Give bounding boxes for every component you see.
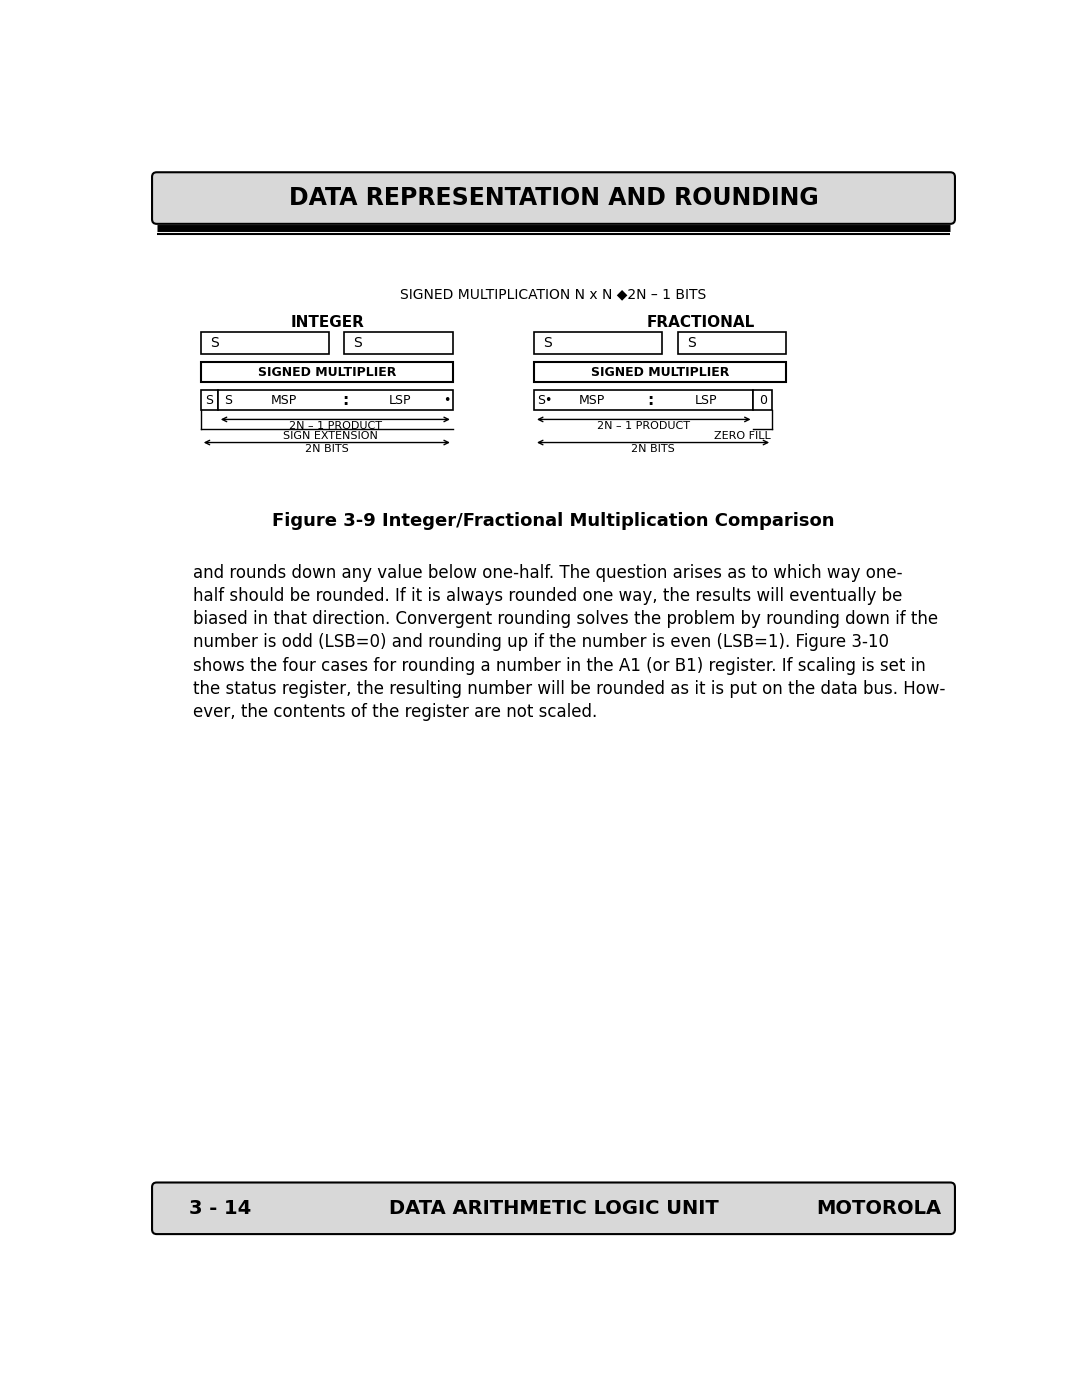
- Text: S: S: [211, 337, 219, 351]
- Text: S: S: [543, 337, 552, 351]
- Text: S: S: [687, 337, 696, 351]
- Text: MOTOROLA: MOTOROLA: [816, 1199, 942, 1218]
- Text: LSP: LSP: [389, 394, 411, 407]
- Bar: [535, 390, 754, 411]
- Text: SIGNED MULTIPLIER: SIGNED MULTIPLIER: [591, 366, 729, 379]
- Text: shows the four cases for rounding a number in the A1 (or B1) register. If scalin: shows the four cases for rounding a numb…: [193, 657, 926, 675]
- Bar: [535, 332, 662, 353]
- Text: and rounds down any value below one-half. The question arises as to which way on: and rounds down any value below one-half…: [193, 564, 903, 583]
- Text: SIGN EXTENSION: SIGN EXTENSION: [283, 432, 378, 441]
- Text: S: S: [205, 394, 214, 407]
- FancyBboxPatch shape: [152, 1182, 955, 1234]
- Text: Figure 3-9 Integer/Fractional Multiplication Comparison: Figure 3-9 Integer/Fractional Multiplica…: [272, 513, 835, 529]
- Bar: [201, 390, 218, 411]
- Text: INTEGER: INTEGER: [291, 314, 364, 330]
- Text: half should be rounded. If it is always rounded one way, the results will eventu: half should be rounded. If it is always …: [193, 587, 903, 605]
- Text: DATA ARITHMETIC LOGIC UNIT: DATA ARITHMETIC LOGIC UNIT: [389, 1199, 718, 1218]
- Text: 0: 0: [759, 394, 767, 407]
- Text: ZERO FILL: ZERO FILL: [714, 432, 770, 441]
- Text: MSP: MSP: [271, 394, 297, 407]
- Text: 2N – 1 PRODUCT: 2N – 1 PRODUCT: [597, 422, 690, 432]
- Text: FRACTIONAL: FRACTIONAL: [647, 314, 755, 330]
- Bar: [754, 390, 772, 411]
- Bar: [535, 362, 786, 383]
- Text: :: :: [342, 393, 349, 408]
- Text: 2N BITS: 2N BITS: [631, 444, 675, 454]
- Text: ever, the contents of the register are not scaled.: ever, the contents of the register are n…: [193, 703, 597, 721]
- Bar: [201, 332, 328, 353]
- Text: S: S: [224, 394, 232, 407]
- Bar: [201, 362, 453, 383]
- Text: the status register, the resulting number will be rounded as it is put on the da: the status register, the resulting numbe…: [193, 680, 945, 697]
- Text: MSP: MSP: [579, 394, 606, 407]
- Text: DATA REPRESENTATION AND ROUNDING: DATA REPRESENTATION AND ROUNDING: [288, 186, 819, 210]
- Text: •: •: [443, 394, 450, 407]
- Text: biased in that direction. Convergent rounding solves the problem by rounding dow: biased in that direction. Convergent rou…: [193, 610, 939, 629]
- Bar: [677, 332, 786, 353]
- Text: 2N – 1 PRODUCT: 2N – 1 PRODUCT: [288, 422, 382, 432]
- Text: SIGNED MULTIPLICATION N x N ◆2N – 1 BITS: SIGNED MULTIPLICATION N x N ◆2N – 1 BITS: [401, 288, 706, 302]
- Text: LSP: LSP: [694, 394, 717, 407]
- Text: :: :: [647, 393, 653, 408]
- Text: S•: S•: [537, 394, 553, 407]
- Bar: [218, 390, 453, 411]
- Text: 2N BITS: 2N BITS: [305, 444, 349, 454]
- Text: 3 - 14: 3 - 14: [189, 1199, 252, 1218]
- Bar: [345, 332, 453, 353]
- Text: number is odd (LSB=0) and rounding up if the number is even (LSB=1). Figure 3-10: number is odd (LSB=0) and rounding up if…: [193, 633, 889, 651]
- FancyBboxPatch shape: [152, 172, 955, 224]
- Text: SIGNED MULTIPLIER: SIGNED MULTIPLIER: [258, 366, 396, 379]
- Text: S: S: [353, 337, 362, 351]
